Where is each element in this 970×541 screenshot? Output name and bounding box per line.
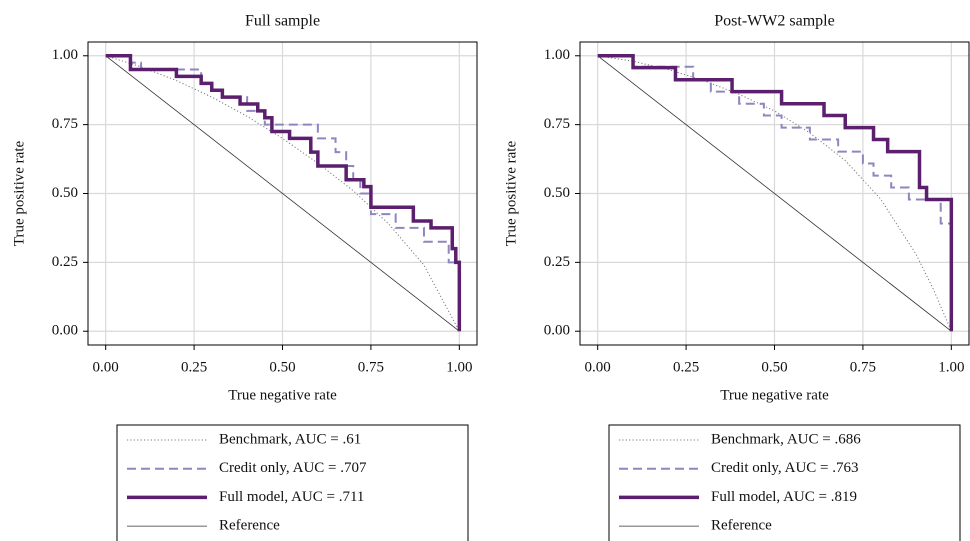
- roc-curve: [105, 55, 460, 332]
- x-tick-label: 0.75: [358, 359, 384, 375]
- legend-label: Credit only, AUC = .763: [711, 460, 859, 476]
- y-tick-label: 0.75: [52, 116, 78, 132]
- y-tick-label: 0.50: [544, 185, 570, 201]
- legend-label: Full model, AUC = .819: [711, 489, 857, 505]
- panel: Post-WW2 sample 0.00 0.25 0.50 0.75 1.00 0.00 0…: [503, 13, 970, 541]
- x-tick-label: 0.50: [761, 359, 787, 375]
- x-axis-label: True negative rate: [720, 387, 829, 403]
- y-tick-label: 0.25: [52, 254, 78, 270]
- legend-box: [116, 424, 469, 541]
- x-tick-label: 0.00: [93, 359, 119, 375]
- y-axis-label: True positive rate: [503, 141, 519, 247]
- chart-title: Full sample: [245, 13, 320, 30]
- legend-box: [608, 424, 961, 541]
- plot-frame: [579, 41, 970, 346]
- panel: Full sample 0.00 0.25 0.50 0.75 1.00 0.00 0.25 0…: [11, 13, 478, 541]
- x-axis-label: True negative rate: [228, 387, 337, 403]
- roc-curve: [105, 55, 460, 332]
- legend-label: Full model, AUC = .711: [219, 489, 364, 505]
- x-tick-label: 0.00: [585, 359, 611, 375]
- y-tick-label: 1.00: [544, 47, 570, 63]
- x-tick-label: 0.50: [269, 359, 295, 375]
- plot-frame: [87, 41, 478, 346]
- legend-label: Reference: [711, 518, 772, 534]
- y-axis-label: True positive rate: [11, 141, 27, 247]
- roc-curve: [597, 55, 952, 332]
- x-tick-label: 0.25: [181, 359, 207, 375]
- legend-label: Credit only, AUC = .707: [219, 460, 367, 476]
- x-tick-label: 0.25: [673, 359, 699, 375]
- x-tick-label: 1.00: [938, 359, 964, 375]
- x-tick-label: 0.75: [850, 359, 876, 375]
- y-tick-label: 0.25: [544, 254, 570, 270]
- y-tick-label: 1.00: [52, 47, 78, 63]
- legend-label: Reference: [219, 518, 280, 534]
- legend-label: Benchmark, AUC = .61: [219, 431, 361, 447]
- y-tick-label: 0.00: [52, 323, 78, 339]
- y-tick-label: 0.75: [544, 116, 570, 132]
- chart-title: Post-WW2 sample: [714, 13, 834, 30]
- roc-curve: [105, 54, 462, 332]
- legend-label: Benchmark, AUC = .686: [711, 431, 861, 447]
- y-tick-label: 0.00: [544, 323, 570, 339]
- x-tick-label: 1.00: [446, 359, 472, 375]
- y-tick-label: 0.50: [52, 185, 78, 201]
- roc-curve: [597, 54, 954, 332]
